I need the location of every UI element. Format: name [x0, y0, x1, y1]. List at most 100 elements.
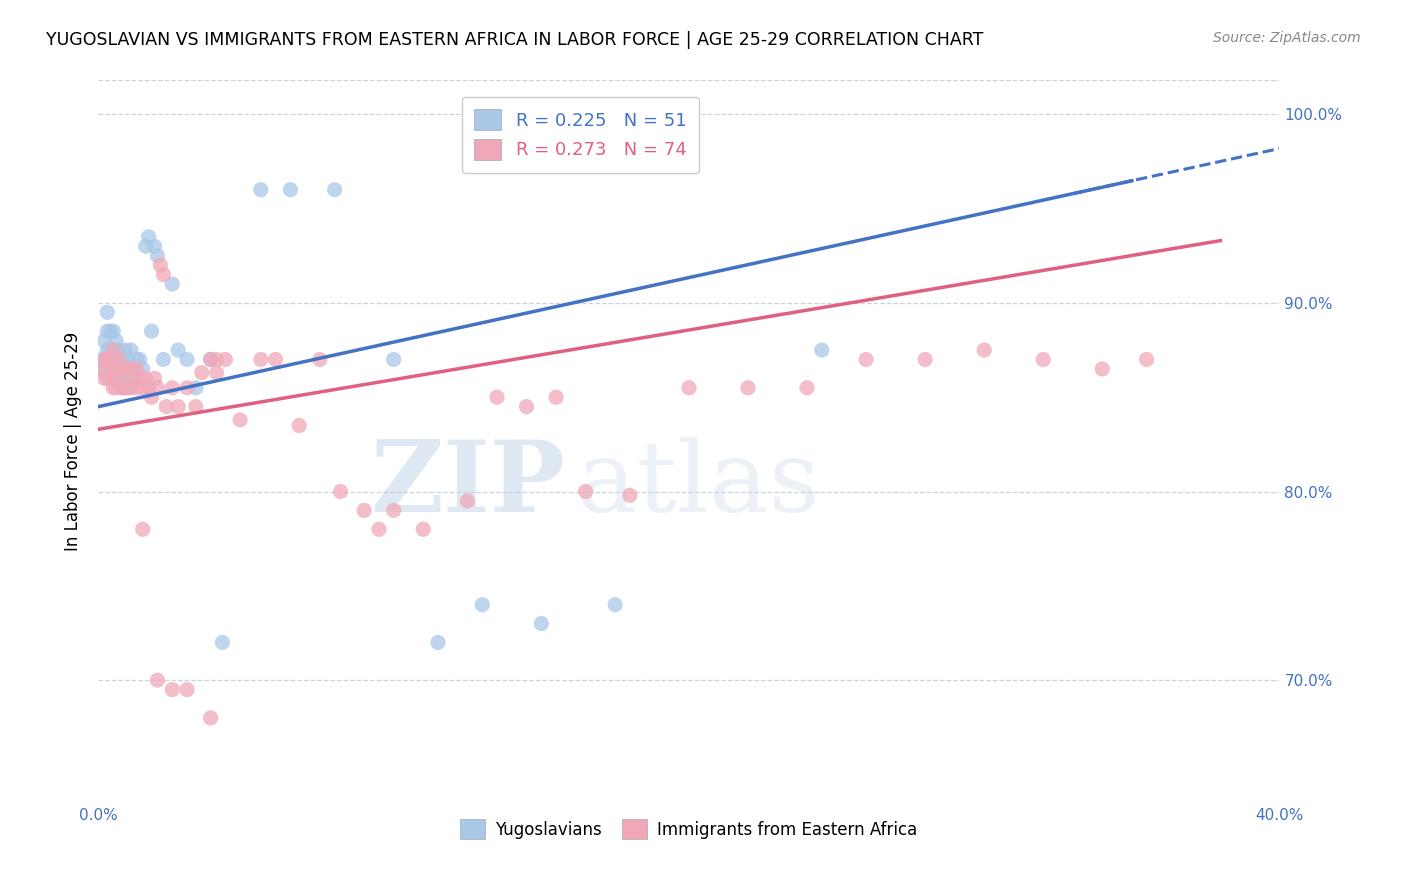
Point: [105, 334, 128, 348]
Point: [128, 352, 150, 367]
Text: YUGOSLAVIAN VS IMMIGRANTS FROM EASTERN AFRICA IN LABOR FORCE | AGE 25-29 CORRELA: YUGOSLAVIAN VS IMMIGRANTS FROM EASTERN A…: [46, 31, 984, 49]
Point: [250, 352, 273, 367]
Point: [146, 381, 169, 395]
Point: [120, 362, 142, 376]
Point: [120, 371, 142, 385]
Point: [132, 522, 155, 536]
Point: [98, 324, 121, 338]
Point: [412, 522, 434, 536]
Point: [103, 362, 125, 376]
Point: [108, 371, 131, 385]
Point: [200, 352, 222, 367]
Point: [1032, 352, 1054, 367]
Point: [114, 381, 136, 395]
Point: [117, 362, 139, 376]
Point: [737, 381, 759, 395]
Point: [229, 413, 252, 427]
Point: [146, 249, 169, 263]
Point: [96, 324, 118, 338]
Point: [205, 352, 228, 367]
Point: [280, 183, 302, 197]
Point: [200, 711, 222, 725]
Point: [382, 352, 405, 367]
Point: [96, 352, 118, 367]
Point: [125, 352, 148, 367]
Point: [98, 352, 121, 367]
Point: [200, 352, 222, 367]
Point: [120, 381, 142, 395]
Point: [103, 343, 125, 357]
Point: [176, 381, 198, 395]
Point: [125, 362, 148, 376]
Point: [353, 503, 375, 517]
Point: [105, 352, 128, 367]
Point: [152, 352, 174, 367]
Point: [103, 324, 125, 338]
Point: [1136, 352, 1159, 367]
Point: [111, 362, 134, 376]
Point: [90, 352, 112, 367]
Point: [914, 352, 936, 367]
Point: [103, 343, 125, 357]
Point: [143, 239, 166, 253]
Point: [288, 418, 311, 433]
Point: [427, 635, 450, 649]
Point: [457, 494, 479, 508]
Point: [138, 381, 160, 395]
Point: [103, 381, 125, 395]
Point: [117, 381, 139, 395]
Point: [111, 352, 134, 367]
Point: [329, 484, 352, 499]
Point: [114, 362, 136, 376]
Point: [149, 258, 172, 272]
Point: [546, 390, 568, 404]
Point: [214, 352, 236, 367]
Point: [135, 239, 157, 253]
Point: [135, 371, 157, 385]
Point: [96, 305, 118, 319]
Point: [176, 682, 198, 697]
Point: [264, 352, 287, 367]
Point: [382, 503, 405, 517]
Point: [1091, 362, 1114, 376]
Point: [105, 371, 128, 385]
Point: [111, 381, 134, 395]
Point: [111, 381, 134, 395]
Point: [162, 381, 183, 395]
Point: [138, 230, 160, 244]
Point: [973, 343, 995, 357]
Point: [167, 400, 190, 414]
Point: [205, 366, 228, 380]
Point: [605, 598, 627, 612]
Point: [146, 673, 169, 688]
Point: [471, 598, 494, 612]
Point: [184, 381, 207, 395]
Point: [117, 381, 139, 395]
Point: [619, 488, 641, 502]
Point: [90, 362, 112, 376]
Point: [155, 400, 177, 414]
Text: ZIP: ZIP: [370, 436, 565, 533]
Point: [796, 381, 818, 395]
Point: [678, 381, 700, 395]
Point: [98, 371, 121, 385]
Point: [141, 390, 163, 404]
Point: [117, 352, 139, 367]
Point: [250, 183, 273, 197]
Point: [132, 381, 155, 395]
Point: [132, 362, 155, 376]
Point: [108, 371, 131, 385]
Point: [105, 362, 128, 376]
Point: [96, 371, 118, 385]
Point: [211, 635, 233, 649]
Point: [152, 268, 174, 282]
Point: [516, 400, 538, 414]
Point: [108, 352, 131, 367]
Point: [368, 522, 391, 536]
Point: [93, 371, 115, 385]
Point: [184, 400, 207, 414]
Point: [309, 352, 332, 367]
Point: [122, 362, 145, 376]
Point: [122, 371, 145, 385]
Point: [191, 366, 214, 380]
